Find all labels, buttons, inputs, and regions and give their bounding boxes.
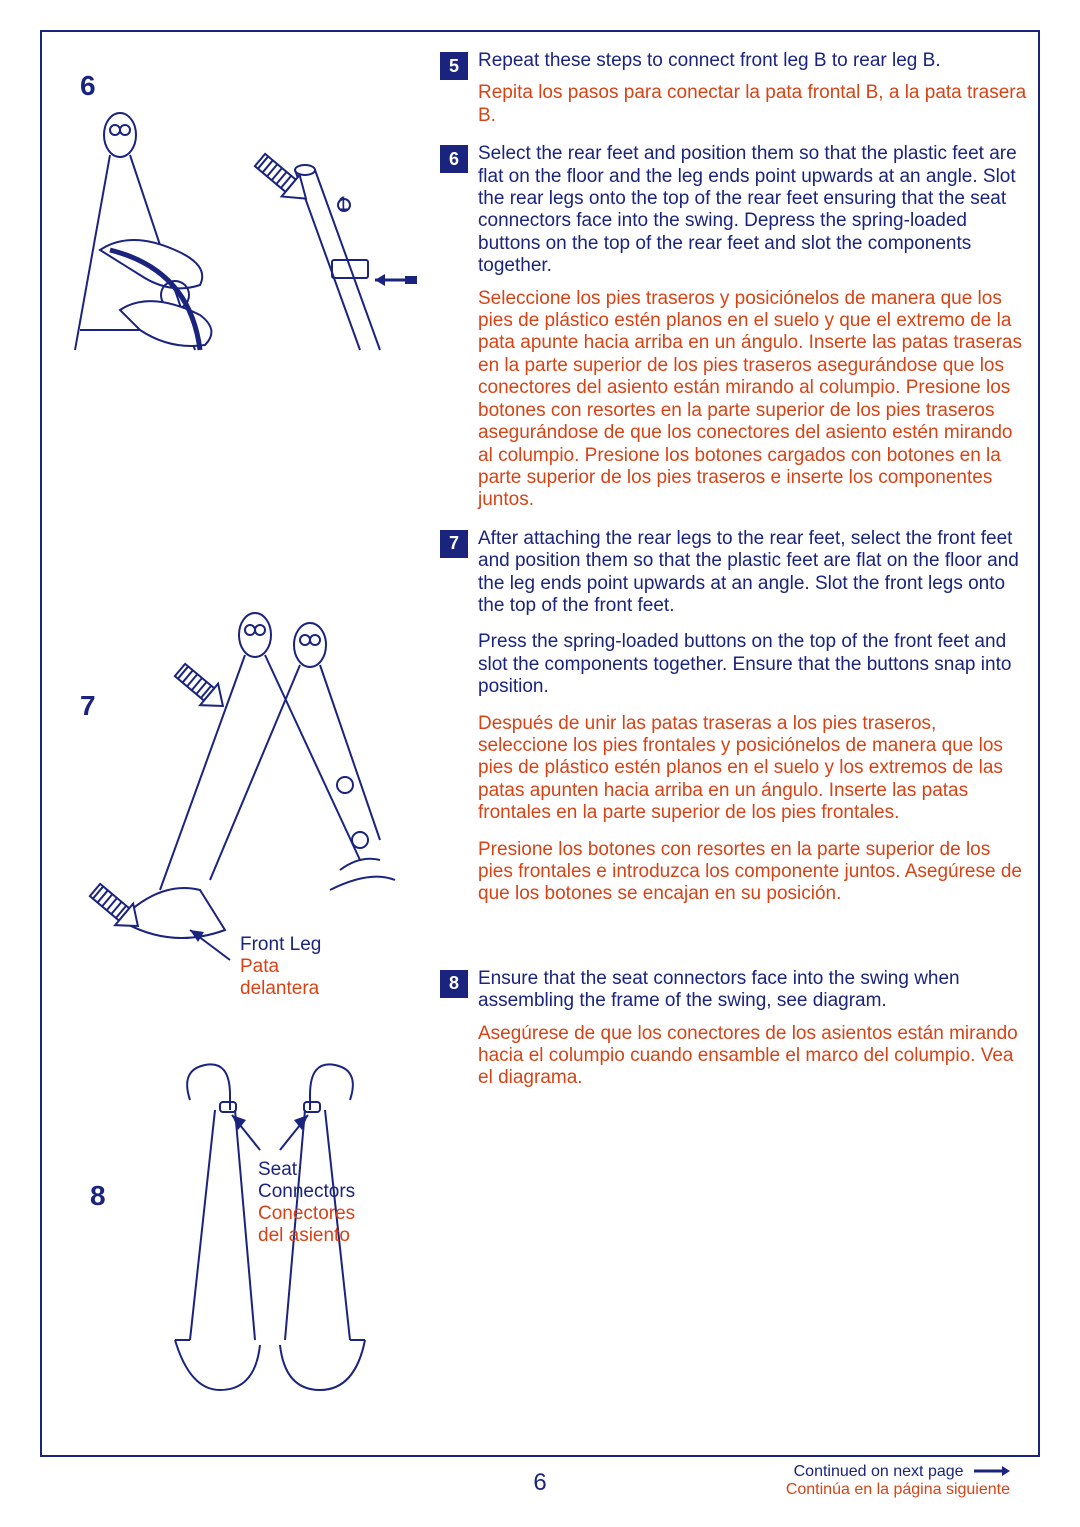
page-number: 6 [533, 1469, 546, 1497]
continued-es: Continúa en la página siguiente [786, 1481, 1010, 1498]
step-5-es: Repita los pasos para conectar la pata f… [478, 82, 1030, 127]
label-seat-connectors-es2: del asiento [258, 1225, 350, 1246]
diagram-6: 1 [60, 100, 420, 430]
label-front-leg-en: Front Leg [240, 934, 321, 955]
label-front-leg-es1: Pata [240, 956, 280, 977]
diagram-8: Seat Connectors Conectores del asiento [120, 1040, 450, 1410]
step-7-en2: Press the spring-loaded buttons on the t… [478, 631, 1030, 698]
continued-text: Continued on next page Continúa en la pá… [786, 1463, 1010, 1499]
step-7-es1: Después de unir las patas traseras a los… [478, 713, 1030, 825]
diagram-7: Front Leg Pata delantera [60, 590, 420, 1010]
step-5-badge: 5 [440, 52, 468, 80]
step-6-es: Seleccione los pies traseros y posicióne… [478, 288, 1030, 512]
step-5-en: Repeat these steps to connect front leg … [478, 50, 1030, 72]
step-6: 6 Select the rear feet and position them… [440, 143, 1030, 512]
page-footer: 6 Continued on next page Continúa en la … [40, 1463, 1040, 1507]
arrow-right-icon [974, 1463, 1010, 1481]
step-7-en1: After attaching the rear legs to the rea… [478, 528, 1030, 618]
figure-8-number: 8 [90, 1180, 106, 1212]
diagrams-column: 6 1 [60, 50, 420, 1437]
step-8-badge: 8 [440, 970, 468, 998]
step-8-en: Ensure that the seat connectors face int… [478, 968, 1030, 1013]
label-seat-connectors-es1: Conectores [258, 1203, 355, 1224]
step-6-badge: 6 [440, 145, 468, 173]
step-7-es2: Presione los botones con resortes en la … [478, 839, 1030, 906]
label-seat-connectors-en2: Connectors [258, 1181, 355, 1202]
svg-text:1: 1 [338, 194, 349, 215]
step-7-badge: 7 [440, 530, 468, 558]
step-6-en: Select the rear feet and position them s… [478, 143, 1030, 277]
step-5: 5 Repeat these steps to connect front le… [440, 50, 1030, 127]
step-8: 8 Ensure that the seat connectors face i… [440, 968, 1030, 1090]
instructions-column: 5 Repeat these steps to connect front le… [440, 50, 1030, 1437]
label-seat-connectors-en1: Seat [258, 1159, 298, 1180]
label-front-leg-es2: delantera [240, 978, 320, 999]
figure-6-number: 6 [80, 70, 96, 102]
continued-en: Continued on next page [794, 1463, 964, 1480]
step-7: 7 After attaching the rear legs to the r… [440, 528, 1030, 906]
content-area: 6 1 [60, 50, 1030, 1437]
step-8-es: Asegúrese de que los conectores de los a… [478, 1023, 1030, 1090]
